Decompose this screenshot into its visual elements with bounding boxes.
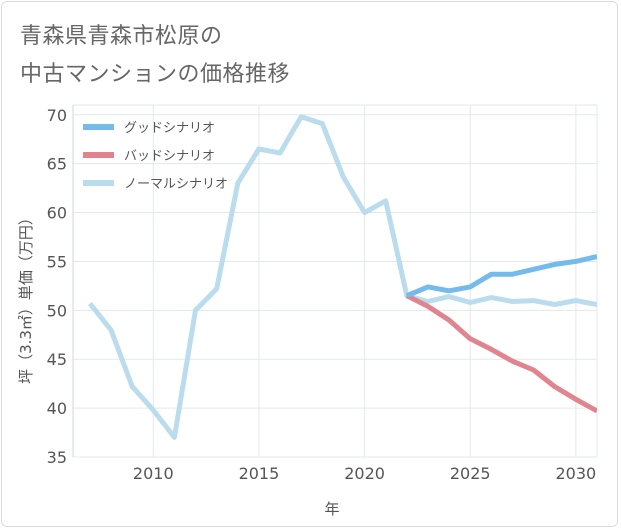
axes: 35 40 45 50 55 60 65 70 2010 2015 2020 2025 2030 (47, 105, 597, 483)
x-tick-label: 2020 (344, 464, 385, 483)
series-line-normal (87, 114, 597, 440)
y-tick-label: 70 (47, 106, 67, 125)
legend-label-good: グッドシナリオ (124, 121, 215, 136)
x-tick-label: 2030 (556, 464, 597, 483)
x-tick-label: 2025 (450, 464, 491, 483)
chart-title-line-2: 中古マンションの価格推移 (20, 62, 291, 87)
series-line-good (405, 254, 597, 299)
series-line-bad (405, 293, 597, 414)
y-tick-label: 40 (47, 399, 67, 418)
chart-title-line-1: 青森県青森市松原の (20, 24, 223, 49)
y-axis-label: 坪（3.3㎡）単価（万円） (17, 210, 35, 384)
y-tick-label: 50 (47, 301, 67, 320)
x-tick-label: 2015 (239, 464, 280, 483)
legend-label-normal: ノーマルシナリオ (124, 177, 228, 192)
x-axis-label: 年 (324, 500, 339, 518)
y-tick-label: 35 (47, 448, 67, 467)
y-tick-label: 60 (47, 204, 67, 223)
y-tick-label: 55 (47, 252, 67, 271)
series-lines (87, 114, 597, 440)
legend-label-bad: バッドシナリオ (124, 149, 215, 164)
y-tick-label: 65 (47, 155, 67, 174)
x-tick-label: 2010 (133, 464, 174, 483)
y-tick-label: 45 (47, 350, 67, 369)
